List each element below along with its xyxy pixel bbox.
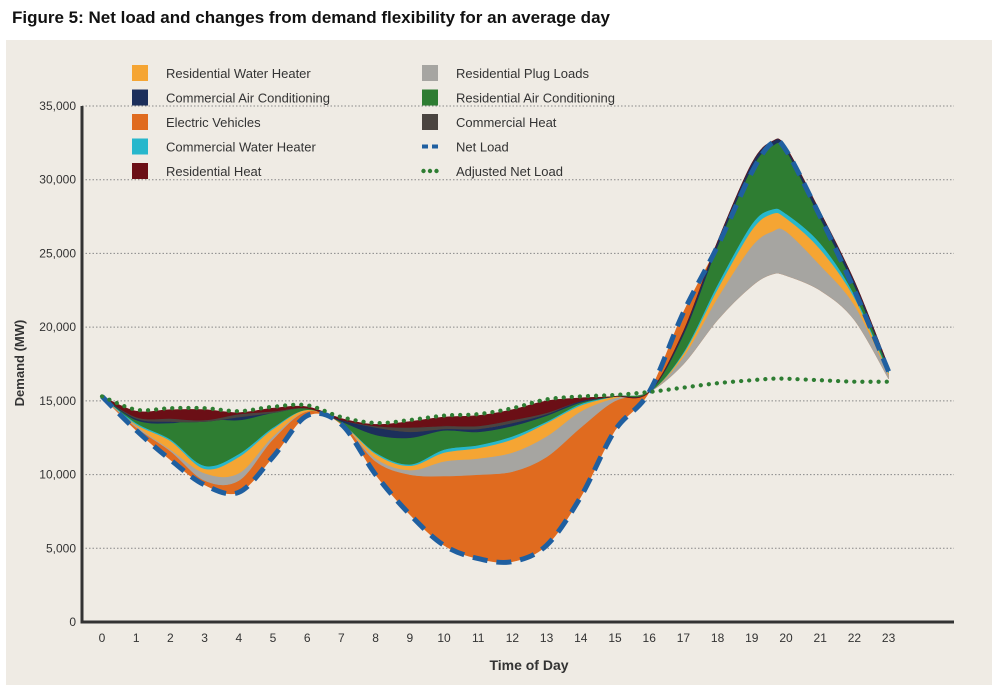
legend-item-adjusted-net-load: Adjusted Net Load	[421, 164, 563, 179]
legend-swatch	[132, 138, 148, 155]
y-tick-label: 20,000	[39, 320, 76, 334]
y-tick-label: 10,000	[39, 468, 76, 482]
x-tick-label: 0	[99, 631, 106, 645]
y-tick-label: 15,000	[39, 394, 76, 408]
legend-item-commercial-air-conditioning: Commercial Air Conditioning	[132, 89, 330, 106]
x-tick-label: 1	[133, 631, 140, 645]
y-tick-label: 25,000	[39, 246, 76, 260]
x-tick-label: 8	[372, 631, 379, 645]
legend-swatch	[422, 89, 438, 106]
legend-label: Adjusted Net Load	[456, 164, 563, 179]
legend-item-residential-air-conditioning: Residential Air Conditioning	[422, 89, 615, 106]
demand-chart: 0 1 2 3 4 5 6 7 8 9 10 11 12 13 14 15 16 17 18 19 20 21 22 2305…	[6, 40, 992, 685]
x-tick-label: 17	[677, 631, 691, 645]
legend: Residential Water Heater Residential Plug…	[132, 65, 615, 179]
y-tick-label: 35,000	[39, 99, 76, 113]
y-tick-label: 30,000	[39, 173, 76, 187]
y-axis-title: Demand (MW)	[12, 320, 27, 407]
legend-label: Commercial Heat	[456, 115, 557, 130]
x-axis-title: Time of Day	[489, 657, 568, 673]
legend-label: Residential Heat	[166, 164, 262, 179]
x-tick-label: 4	[235, 631, 242, 645]
x-tick-label: 11	[472, 631, 485, 645]
x-tick-label: 19	[745, 631, 759, 645]
x-tick-label: 3	[201, 631, 208, 645]
x-tick-label: 18	[711, 631, 725, 645]
axes	[80, 106, 954, 624]
legend-item-residential-plug-loads: Residential Plug Loads	[422, 65, 589, 81]
x-tick-label: 20	[779, 631, 793, 645]
x-tick-label: 2	[167, 631, 174, 645]
legend-label: Commercial Water Heater	[166, 140, 316, 155]
legend-swatch	[132, 89, 148, 106]
x-tick-label: 15	[608, 631, 622, 645]
y-tick-label: 5,000	[46, 541, 76, 555]
legend-item-electric-vehicles: Electric Vehicles	[132, 114, 261, 130]
x-tick-label: 9	[406, 631, 413, 645]
x-tick-label: 7	[338, 631, 345, 645]
legend-item-residential-water-heater: Residential Water Heater	[132, 65, 311, 81]
figure-title: Figure 5: Net load and changes from dema…	[12, 8, 610, 27]
legend-swatch	[422, 65, 438, 81]
y-tick-label: 0	[69, 615, 76, 629]
legend-swatch	[421, 168, 426, 174]
legend-label: Electric Vehicles	[166, 115, 261, 130]
legend-swatch	[434, 168, 439, 174]
x-tick-label: 21	[814, 631, 828, 645]
tick-labels: 0 1 2 3 4 5 6 7 8 9 10 11 12 13 14 15 16 17 18 19 20 21 22 2305…	[39, 99, 895, 645]
legend-swatch	[132, 114, 148, 130]
line-adjusted-net-load	[99, 376, 891, 426]
legend-label: Residential Water Heater	[166, 66, 311, 81]
legend-swatch	[132, 163, 148, 179]
legend-label: Residential Plug Loads	[456, 66, 589, 81]
legend-swatch	[422, 114, 438, 130]
stacked-areas	[101, 138, 889, 563]
x-tick-label: 6	[304, 631, 311, 645]
legend-item-commercial-water-heater: Commercial Water Heater	[132, 138, 316, 155]
legend-label: Residential Air Conditioning	[456, 91, 615, 106]
legend-label: Net Load	[456, 140, 509, 155]
x-tick-label: 10	[437, 631, 451, 645]
x-tick-label: 22	[848, 631, 862, 645]
x-tick-label: 13	[540, 631, 554, 645]
legend-item-net-load: Net Load	[422, 140, 509, 155]
legend-swatch	[132, 65, 148, 81]
x-tick-label: 16	[643, 631, 657, 645]
x-tick-label: 12	[506, 631, 520, 645]
legend-label: Commercial Air Conditioning	[166, 91, 330, 106]
chart-background	[6, 40, 992, 685]
line-net-load	[100, 137, 891, 565]
x-tick-label: 5	[270, 631, 277, 645]
legend-swatch	[427, 168, 433, 174]
legend-item-residential-heat: Residential Heat	[132, 163, 262, 179]
legend-item-commercial-heat: Commercial Heat	[422, 114, 557, 130]
load-lines	[99, 137, 891, 565]
x-tick-label: 23	[882, 631, 896, 645]
chart-panel: 0 1 2 3 4 5 6 7 8 9 10 11 12 13 14 15 16 17 18 19 20 21 22 23 0 5…	[6, 40, 992, 685]
x-tick-label: 14	[574, 631, 588, 645]
